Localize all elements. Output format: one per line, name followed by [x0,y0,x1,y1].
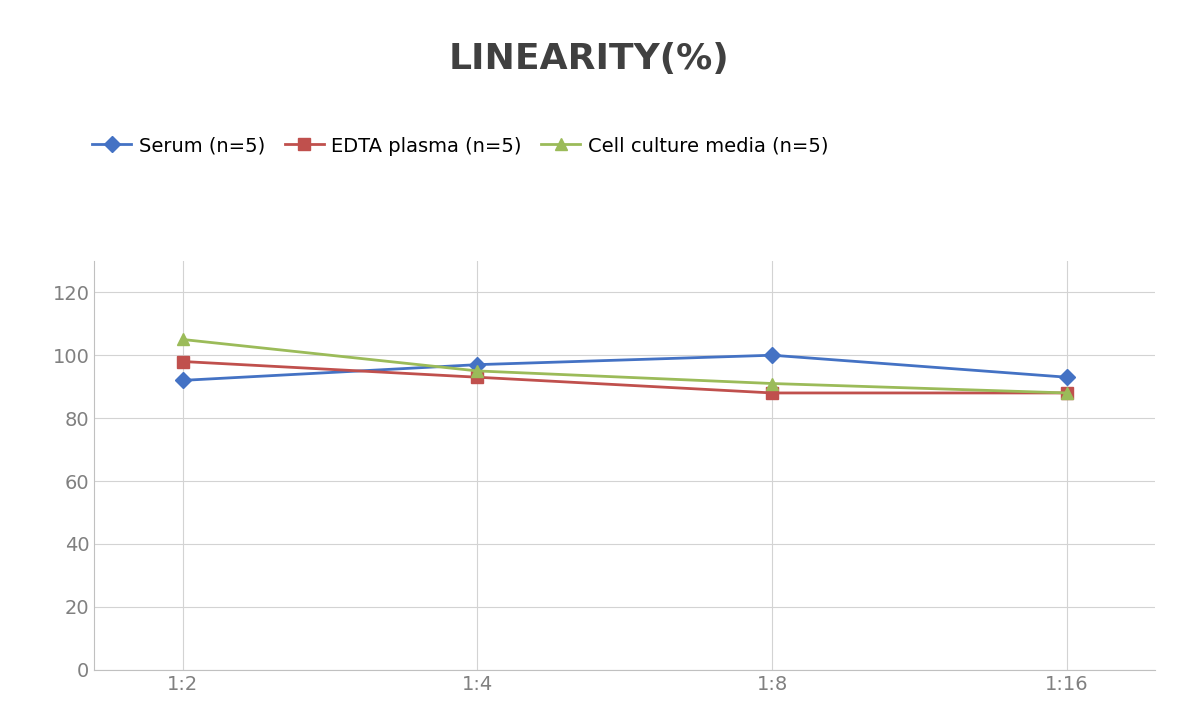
Line: EDTA plasma (n=5): EDTA plasma (n=5) [177,356,1073,398]
EDTA plasma (n=5) [765,388,779,397]
EDTA plasma (n=5) [1060,388,1074,397]
Serum (n=5) [1060,373,1074,381]
Cell culture media (n=5) [176,336,190,344]
Cell culture media (n=5) [765,379,779,388]
Line: Cell culture media (n=5): Cell culture media (n=5) [177,334,1073,398]
Serum (n=5) [765,351,779,360]
Text: LINEARITY(%): LINEARITY(%) [449,42,730,76]
EDTA plasma (n=5) [176,357,190,366]
Serum (n=5) [470,360,485,369]
Cell culture media (n=5) [470,367,485,375]
EDTA plasma (n=5) [470,373,485,381]
Line: Serum (n=5): Serum (n=5) [177,350,1073,386]
Serum (n=5) [176,376,190,385]
Cell culture media (n=5) [1060,388,1074,397]
Legend: Serum (n=5), EDTA plasma (n=5), Cell culture media (n=5): Serum (n=5), EDTA plasma (n=5), Cell cul… [92,137,829,156]
